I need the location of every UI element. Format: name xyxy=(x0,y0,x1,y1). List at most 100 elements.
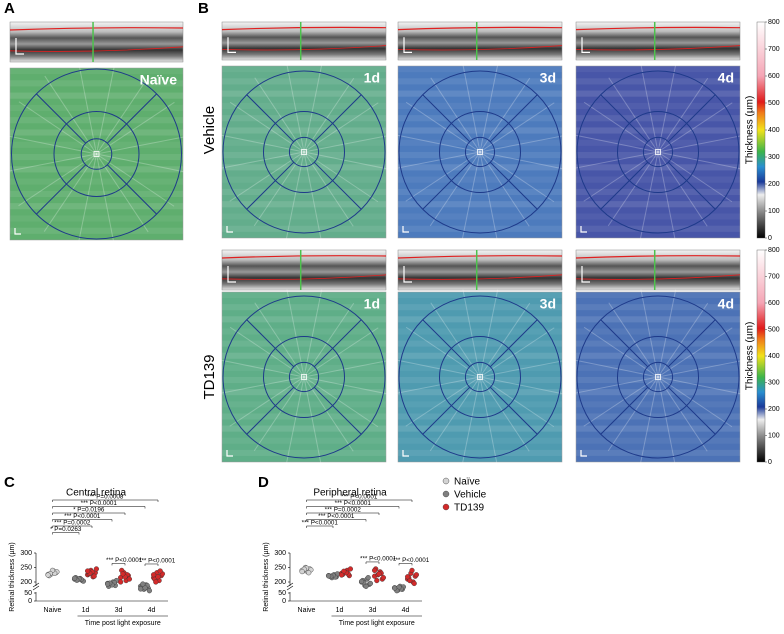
scale-bar xyxy=(580,450,587,457)
etdrs-ring xyxy=(439,111,521,193)
map-texture xyxy=(10,215,183,222)
fovea-marker xyxy=(301,374,307,380)
map-texture xyxy=(222,425,386,432)
data-point xyxy=(339,572,345,578)
map-texture xyxy=(222,152,386,159)
map-texture xyxy=(576,449,740,456)
etdrs-ring xyxy=(464,361,496,393)
map-texture xyxy=(398,115,562,122)
map-texture xyxy=(398,127,562,134)
chart-title: Peripheral retina xyxy=(313,488,387,499)
rpe-line xyxy=(221,45,387,51)
map-texture xyxy=(10,227,183,234)
significance-bracket xyxy=(398,563,413,566)
map-texture xyxy=(576,139,740,146)
map-texture xyxy=(576,304,740,311)
map-texture xyxy=(222,304,386,311)
panel-label: A xyxy=(4,0,15,17)
etdrs-ring xyxy=(263,111,345,193)
data-point xyxy=(405,574,411,580)
map-texture xyxy=(398,164,562,171)
map-texture xyxy=(10,129,183,136)
map-label: 1d xyxy=(364,70,380,86)
thickness-map xyxy=(575,65,741,239)
etdrs-sector xyxy=(246,161,295,210)
colorbar-tick-label: 0 xyxy=(768,459,772,466)
scale-bar xyxy=(14,228,21,235)
map-texture xyxy=(10,154,183,161)
colorbar-tick-label: 100 xyxy=(768,432,780,439)
map-texture xyxy=(222,90,386,97)
map-texture xyxy=(222,188,386,195)
map-texture xyxy=(576,401,740,408)
map-texture xyxy=(398,352,562,359)
data-point xyxy=(120,571,126,577)
p-value-label: *** P<0.0001 xyxy=(106,557,143,564)
rpe-line xyxy=(221,274,387,280)
scale-bar xyxy=(402,450,409,457)
map-texture xyxy=(576,364,740,371)
y-tick-label: 0 xyxy=(282,598,286,605)
etdrs-ring xyxy=(11,68,182,240)
map-texture xyxy=(10,117,183,124)
p-value-label: *** P=0.0002 xyxy=(54,520,91,527)
data-point xyxy=(380,575,387,581)
map-texture xyxy=(222,164,386,171)
etdrs-sector xyxy=(600,386,649,435)
map-texture xyxy=(576,201,740,208)
map-texture xyxy=(222,292,386,299)
data-point xyxy=(151,572,157,578)
map-texture xyxy=(398,389,562,396)
scale-bar xyxy=(581,37,590,53)
y-tick-label: 300 xyxy=(274,550,286,557)
etdrs-sector xyxy=(667,386,716,435)
map-texture xyxy=(576,115,740,122)
map-label: Naïve xyxy=(140,72,178,88)
etdrs-ring xyxy=(80,138,113,170)
axis-break xyxy=(32,582,40,588)
etdrs-sector xyxy=(600,319,649,368)
p-value-label: *** P<0.0001 xyxy=(393,557,430,564)
significance-bracket xyxy=(111,563,126,566)
legend-label: Naïve xyxy=(454,477,481,488)
x-axis-label: Time post light exposure xyxy=(85,620,161,627)
data-point xyxy=(376,571,382,577)
map-texture xyxy=(398,188,562,195)
map-label: 4d xyxy=(718,296,734,312)
data-point xyxy=(359,578,365,585)
y-tick-label: 0 xyxy=(28,598,32,605)
legend-marker xyxy=(442,477,450,485)
map-texture xyxy=(398,316,562,323)
etdrs-ring xyxy=(642,361,674,393)
etdrs-sector xyxy=(106,93,157,144)
etdrs-sector xyxy=(667,319,716,368)
map-texture xyxy=(576,316,740,323)
colorbar-label: Thickness (µm) xyxy=(745,96,756,165)
etdrs-sector xyxy=(246,319,295,368)
colorbar-tick-label: 800 xyxy=(768,19,780,26)
row-label: Vehicle xyxy=(201,106,218,154)
y-tick-label: 50 xyxy=(24,590,32,597)
x-tick-label: 4d xyxy=(148,607,156,614)
map-texture xyxy=(576,164,740,171)
significance-bracket xyxy=(52,525,93,528)
etdrs-sector xyxy=(422,386,471,435)
map-texture xyxy=(576,176,740,183)
colorbar-tick-label: 500 xyxy=(768,326,780,333)
etdrs-ring xyxy=(439,336,521,418)
scale-bar xyxy=(15,38,24,55)
etdrs-ring xyxy=(464,136,496,168)
ilm-line xyxy=(221,255,387,259)
etdrs-ring xyxy=(222,70,386,234)
map-texture xyxy=(398,66,562,73)
etdrs-sector xyxy=(422,161,471,210)
map-texture xyxy=(398,340,562,347)
map-texture xyxy=(222,389,386,396)
data-point xyxy=(347,566,354,572)
legend-label: TD139 xyxy=(454,503,484,514)
map-texture xyxy=(576,352,740,359)
etdrs-sector xyxy=(600,161,649,210)
thickness-map xyxy=(397,65,563,239)
map-texture xyxy=(222,115,386,122)
panel-label: B xyxy=(198,0,209,17)
